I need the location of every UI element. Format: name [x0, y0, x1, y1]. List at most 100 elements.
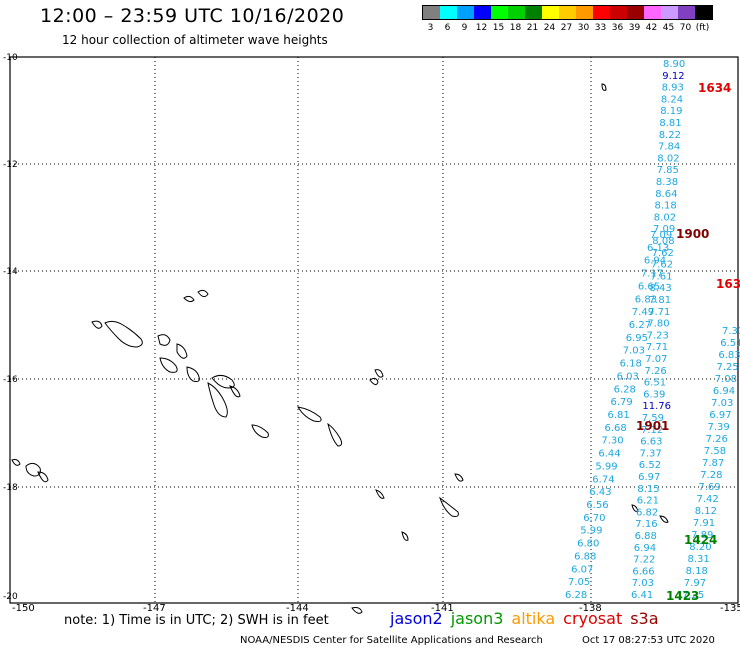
wave-height-value: 7.09	[653, 224, 675, 235]
island	[159, 357, 178, 373]
wave-height-value: 6.18	[620, 359, 642, 370]
wave-height-value: 6.51	[720, 338, 740, 349]
island	[454, 473, 464, 482]
wave-height-value: 7.39	[708, 422, 730, 433]
wave-height-value: 8.15	[637, 484, 659, 495]
island	[37, 471, 49, 483]
pass-time-label: 1424	[684, 533, 717, 547]
wave-height-value: 6.44	[598, 449, 620, 460]
wave-height-value: 6.52	[639, 460, 661, 471]
wave-height-value: 8.64	[655, 189, 677, 200]
wave-height-value: 8.93	[662, 83, 684, 94]
satellite-name-jason3: jason3	[450, 609, 504, 628]
island	[211, 374, 235, 389]
wave-height-value: 6.94	[634, 543, 656, 554]
wave-height-value: 8.18	[686, 566, 708, 577]
legend-swatch	[593, 6, 610, 19]
wave-height-value: 7.25	[717, 362, 739, 373]
legend-swatch	[525, 6, 542, 19]
wave-height-value: 7.03	[632, 578, 654, 589]
wave-height-value: 11.76	[642, 401, 671, 412]
legend-label: 18	[509, 23, 522, 33]
wave-height-value: 6.68	[605, 423, 627, 434]
wave-height-value: 6.88	[574, 551, 596, 562]
wave-height-value: 7.59	[642, 413, 664, 424]
wave-height-value: 8.12	[695, 506, 717, 517]
wave-height-value: 8.19	[660, 106, 682, 117]
wave-height-value: 7.31	[722, 326, 740, 337]
wave-height-value: 7.62	[651, 260, 673, 271]
map-frame	[9, 56, 739, 604]
satellite-legend: jason2 jason3 altika cryosat s3a	[390, 609, 667, 628]
wave-height-value: 7.08	[715, 374, 737, 385]
pass-time-label: 1901	[636, 419, 669, 433]
wave-height-value: 8.43	[650, 283, 672, 294]
wave-height-value: 7.69	[698, 482, 720, 493]
island	[327, 422, 343, 447]
legend-labels: 3 6 9 12 15 18 21 24 27 30 33 36 39 42 45 70 (ft)	[422, 23, 713, 33]
credit-timestamp: Oct 17 08:27:53 UTC 2020	[582, 635, 715, 646]
wave-height-value: 8.90	[663, 59, 685, 70]
legend-label: 3	[427, 23, 434, 33]
legend-swatch	[661, 6, 678, 19]
wave-height-value: 7.26	[706, 434, 728, 445]
wave-height-value: 6.83	[635, 294, 657, 305]
chart-subtitle: 12 hour collection of altimeter wave hei…	[62, 33, 328, 47]
latitude-label: -14	[3, 267, 18, 277]
satellite-name-altika: altika	[511, 609, 556, 628]
longitude-label: -147	[143, 603, 166, 614]
legend-swatch	[695, 6, 712, 19]
island	[297, 406, 322, 422]
legend-swatch	[457, 6, 474, 19]
island	[183, 295, 195, 303]
wave-height-value: 6.82	[636, 507, 658, 518]
legend-label: 33	[594, 23, 607, 33]
wave-height-value: 6.97	[709, 410, 731, 421]
legend-label: 24	[543, 23, 556, 33]
wave-height-value: 7.85	[657, 165, 679, 176]
satellite-name-cryosat: cryosat	[563, 609, 623, 628]
island	[631, 504, 639, 512]
wave-height-value: 6.70	[583, 513, 605, 524]
legend-label: 42	[645, 23, 658, 33]
legend-swatch	[627, 6, 644, 19]
wave-height-value: 7.49	[632, 307, 654, 318]
island	[659, 515, 669, 523]
wave-height-value: 7.58	[704, 446, 726, 457]
legend-swatch	[440, 6, 457, 19]
wave-height-value: 7.03	[623, 346, 645, 357]
legend-swatch	[678, 6, 695, 19]
longitude-label: -144	[286, 603, 309, 614]
longitude-label: -138	[579, 603, 602, 614]
longitude-label: -150	[12, 603, 35, 614]
island	[25, 462, 41, 477]
longitude-label: -135	[720, 603, 740, 614]
wave-height-value: 7.25	[682, 590, 704, 601]
island	[375, 489, 385, 499]
legend-swatch	[508, 6, 525, 19]
satellite-name-jason2: jason2	[390, 609, 443, 628]
wave-height-value: 7.80	[647, 319, 669, 330]
legend-label: 45	[662, 23, 675, 33]
wave-height-value: 7.84	[658, 142, 680, 153]
wave-height-value: 8.81	[659, 118, 681, 129]
legend-label: 27	[560, 23, 573, 33]
island	[229, 385, 241, 398]
longitude-label: -141	[431, 603, 454, 614]
wave-height-value: 8.38	[656, 177, 678, 188]
lat-lon-grid: -10 -12 -14 -16 -18 -20-150 -147 -144 -141 -138 -1…	[3, 53, 740, 614]
wave-height-value: 8.24	[661, 94, 683, 105]
wave-height-value: 7.42	[697, 494, 719, 505]
wave-height-value: 6.28	[565, 590, 587, 601]
legend-label: (ft)	[695, 23, 710, 33]
wave-height-value: 6.65	[638, 281, 660, 292]
wave-height-value: 6.81	[608, 410, 630, 421]
wave-height-value: 6.41	[631, 590, 653, 601]
wave-height-value: 6.97	[638, 472, 660, 483]
wave-height-value: 7.23	[647, 330, 669, 341]
wave-height-value: 7.26	[645, 366, 667, 377]
pass-time-labels: 1634 1900 163 1901 1424 1423	[636, 81, 740, 603]
pass-time-label: 1423	[666, 589, 699, 603]
wave-height-value: 6.66	[632, 566, 654, 577]
